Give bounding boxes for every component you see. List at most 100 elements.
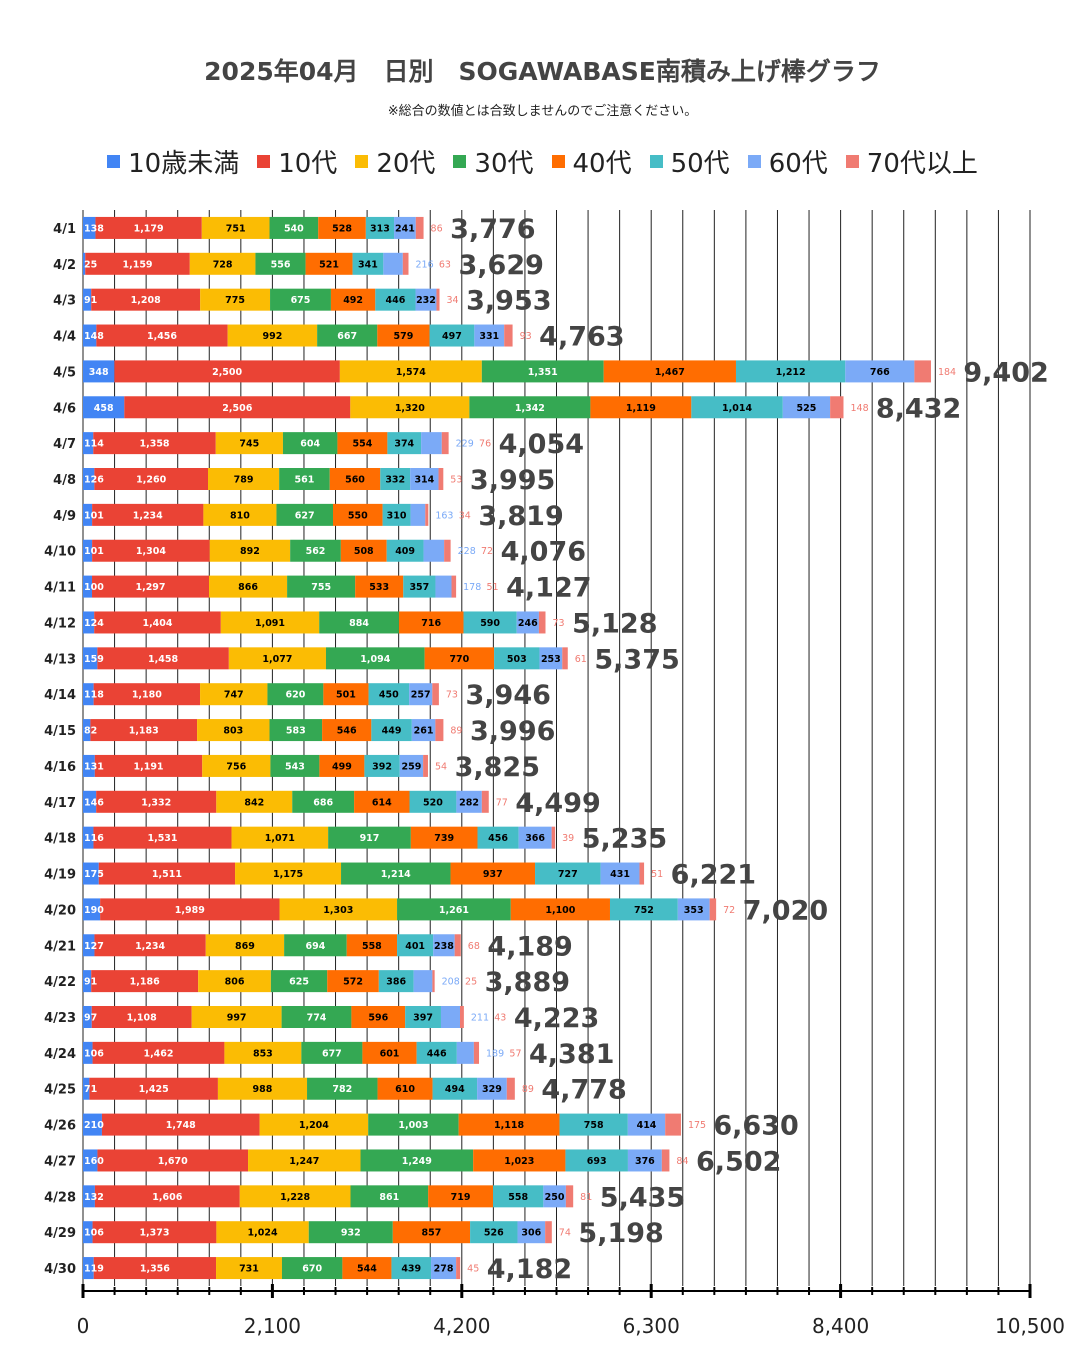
category-label: 4/17 bbox=[44, 796, 76, 811]
bar-segment bbox=[209, 539, 291, 562]
bar-segment bbox=[382, 503, 411, 526]
bar-segment bbox=[323, 683, 369, 706]
chart-title: 2025年04月 日別 SOGAWABASE南積み上げ棒グラフ bbox=[204, 57, 881, 86]
legend-swatch-2 bbox=[355, 155, 369, 168]
legend-item-6: 60代 bbox=[747, 143, 828, 180]
total-label: 3,889 bbox=[485, 967, 570, 998]
legend-item-3: 30代 bbox=[453, 143, 534, 180]
bar-segment bbox=[93, 683, 201, 706]
total-label: 4,381 bbox=[529, 1039, 614, 1070]
bar-segment bbox=[200, 683, 268, 706]
data-label: 306 bbox=[521, 1228, 541, 1239]
bar-segment bbox=[609, 898, 678, 921]
chart-subtitle: ※総合の数値とは合致しませんのでご注意ください。 bbox=[387, 104, 698, 119]
data-label: 34 bbox=[459, 510, 471, 521]
data-label: 572 bbox=[343, 977, 363, 988]
legend-swatch-1 bbox=[257, 155, 271, 168]
data-label: 74 bbox=[559, 1228, 571, 1239]
bar-segment bbox=[91, 970, 199, 993]
bar-segment bbox=[661, 1149, 670, 1172]
bar-segment bbox=[459, 1006, 464, 1028]
data-label: 1,183 bbox=[129, 726, 159, 737]
bar-segment bbox=[431, 1257, 457, 1280]
bar-segment bbox=[665, 1113, 681, 1136]
data-label: 89 bbox=[450, 726, 462, 737]
bar-segment bbox=[477, 1077, 507, 1100]
legend-item-0: 10歳未満 bbox=[107, 143, 239, 180]
bar-segment bbox=[202, 754, 271, 777]
category-label: 4/16 bbox=[44, 760, 76, 775]
data-label: 758 bbox=[584, 1120, 604, 1131]
legend-label-7: 70代以上 bbox=[866, 149, 978, 179]
bar-segment bbox=[354, 790, 410, 813]
bar-segment bbox=[481, 790, 489, 813]
bar-segment bbox=[413, 970, 433, 993]
legend-item-2: 20代 bbox=[355, 143, 435, 180]
data-label: 68 bbox=[468, 941, 480, 952]
bar-segment bbox=[627, 1113, 666, 1136]
bar-segment bbox=[355, 575, 404, 598]
bar-segment bbox=[506, 1077, 515, 1100]
total-label: 5,235 bbox=[582, 824, 667, 855]
data-label: 508 bbox=[354, 546, 374, 557]
bar-segment bbox=[94, 754, 203, 777]
data-label: 716 bbox=[421, 618, 441, 629]
data-label: 853 bbox=[253, 1048, 273, 1059]
data-label: 175 bbox=[688, 1120, 706, 1131]
data-label: 257 bbox=[411, 690, 431, 701]
legend-item-5: 50代 bbox=[649, 143, 730, 180]
data-label: 497 bbox=[442, 331, 462, 342]
data-label: 561 bbox=[295, 475, 315, 486]
data-label: 210 bbox=[84, 1120, 104, 1131]
data-label: 1,531 bbox=[147, 833, 177, 844]
data-label: 1,320 bbox=[395, 403, 425, 414]
bar-segment bbox=[562, 647, 568, 670]
bar-segment bbox=[451, 575, 457, 598]
data-label: 61 bbox=[575, 654, 587, 665]
data-label: 148 bbox=[850, 403, 868, 414]
bar-segment bbox=[365, 216, 395, 239]
bar-segment bbox=[677, 898, 710, 921]
bar-segment bbox=[709, 898, 717, 921]
data-label: 458 bbox=[94, 403, 114, 414]
data-label: 89 bbox=[522, 1084, 534, 1095]
bar-segment bbox=[292, 790, 355, 813]
bar-segment bbox=[340, 539, 387, 562]
data-label: 525 bbox=[797, 403, 817, 414]
category-label: 4/27 bbox=[44, 1154, 76, 1169]
bar-segment bbox=[371, 719, 412, 742]
bar-segment bbox=[432, 683, 439, 706]
data-label: 138 bbox=[84, 223, 104, 234]
data-label: 752 bbox=[634, 905, 654, 916]
data-label: 528 bbox=[332, 223, 352, 234]
legend-label-4: 40代 bbox=[572, 149, 632, 179]
legend-label-5: 50代 bbox=[670, 149, 730, 179]
bar-segment bbox=[337, 432, 388, 455]
data-label: 789 bbox=[234, 475, 254, 486]
legend-label-1: 10代 bbox=[278, 149, 338, 179]
data-label: 282 bbox=[459, 797, 479, 808]
bar-segment bbox=[267, 683, 324, 706]
bar-segment bbox=[352, 252, 384, 275]
data-label: 546 bbox=[337, 726, 357, 737]
data-label: 93 bbox=[520, 331, 532, 342]
bar-segment bbox=[83, 1006, 92, 1028]
data-label: 601 bbox=[380, 1048, 400, 1059]
legend-swatch-6 bbox=[747, 155, 761, 168]
legend-swatch-5 bbox=[649, 155, 663, 168]
bar-segment bbox=[735, 360, 846, 383]
total-label: 4,499 bbox=[515, 788, 600, 819]
bar-segment bbox=[318, 216, 366, 239]
bar-segment bbox=[830, 396, 844, 419]
data-label: 1,462 bbox=[143, 1048, 173, 1059]
bar-segment bbox=[83, 1221, 93, 1244]
data-label: 119 bbox=[84, 1264, 104, 1275]
bar-segment bbox=[208, 468, 280, 490]
bar-segment bbox=[83, 1149, 98, 1172]
data-label: 163 bbox=[435, 510, 453, 521]
bar-segment bbox=[463, 611, 517, 634]
bar-segment bbox=[220, 611, 320, 634]
bar-segment bbox=[517, 1221, 546, 1244]
data-label: 1,303 bbox=[323, 905, 353, 916]
category-label: 4/9 bbox=[53, 509, 76, 524]
